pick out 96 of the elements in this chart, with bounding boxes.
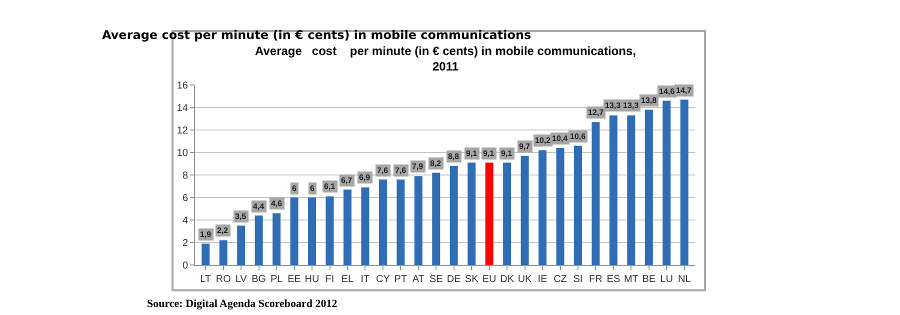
x-tick-label: CY (376, 274, 390, 285)
data-label: 12,7 (588, 108, 604, 117)
bar (538, 150, 547, 265)
bar (237, 226, 246, 265)
x-tick-label: EU (482, 274, 496, 285)
bar (592, 122, 600, 265)
bar (485, 162, 494, 265)
bar (450, 166, 458, 265)
data-label: 6 (310, 184, 315, 193)
data-label: 10,6 (570, 132, 586, 141)
y-tick-label: 6 (182, 193, 188, 204)
source-note: Source: Digital Agenda Scoreboard 2012 (147, 298, 338, 310)
chart-subtitle: Average cost per minute (in € cents) in mobile communications, 2011 (255, 44, 636, 74)
data-label: 10,4 (552, 134, 568, 143)
data-label: 8,8 (448, 152, 460, 161)
x-tick-label: EE (288, 274, 302, 285)
data-label: 3,5 (235, 212, 247, 221)
x-tick-label: PL (270, 274, 284, 285)
bar (361, 187, 370, 265)
x-tick-label: CZ (554, 274, 567, 285)
x-tick-label: BG (252, 274, 266, 285)
x-tick-label: IE (538, 274, 548, 285)
bar (378, 180, 387, 265)
data-label: 7,9 (412, 162, 424, 171)
data-label: 4,6 (271, 199, 283, 208)
data-label: 13,8 (641, 96, 658, 105)
bar (290, 198, 298, 265)
x-tick-label: LT (200, 274, 212, 285)
x-tick-label: DK (500, 274, 514, 285)
data-label: 2,2 (217, 226, 229, 235)
chart-title: Average cost per minute (in € cents) in mobile communications (102, 28, 532, 42)
y-tick-label: 12 (176, 126, 188, 136)
data-label: 10,2 (535, 136, 552, 145)
bar (468, 162, 476, 265)
bar (414, 176, 422, 265)
data-label: 4,4 (253, 202, 265, 211)
bar (662, 100, 671, 265)
data-label: 14,7 (676, 86, 692, 95)
bar (627, 115, 636, 265)
x-tick-label: RO (216, 274, 232, 285)
bar (202, 244, 210, 265)
data-label: 6,1 (324, 182, 336, 191)
data-label: 13,3 (623, 101, 640, 110)
data-label: 7,6 (377, 166, 389, 175)
x-tick-label: SK (464, 274, 479, 285)
y-tick-label: 14 (176, 103, 188, 114)
data-label: 9,1 (501, 149, 513, 158)
bar (219, 240, 228, 265)
x-tick-label: SI (573, 274, 583, 285)
y-tick-label: 4 (182, 216, 188, 226)
data-label: 7,6 (395, 166, 407, 175)
data-label: 6,9 (359, 173, 371, 182)
x-tick-label: ES (606, 274, 620, 285)
x-tick-label: NL (678, 274, 692, 285)
x-tick-label: EL (341, 274, 354, 285)
bar (396, 180, 405, 265)
bar (326, 196, 334, 265)
data-label: 9,7 (519, 142, 531, 151)
bar (308, 198, 316, 265)
data-label: 6 (292, 184, 297, 193)
data-label: 9,1 (466, 149, 478, 158)
y-tick-label: 10 (176, 148, 188, 159)
x-tick-label: SE (429, 274, 444, 285)
data-label: 6,7 (341, 176, 353, 185)
bar (680, 100, 688, 265)
y-tick-label: 8 (182, 170, 188, 182)
bar (556, 148, 564, 265)
bar (343, 190, 352, 265)
bar (272, 213, 281, 265)
x-tick-label: HU (304, 274, 320, 285)
bar (432, 172, 440, 265)
x-tick-label: LU (660, 274, 674, 285)
x-tick-label: AT (412, 274, 424, 285)
bar (644, 110, 653, 265)
data-label: 13,3 (605, 101, 622, 110)
x-tick-label: LV (235, 274, 248, 285)
x-tick-label: IT (360, 274, 370, 285)
bar (503, 162, 512, 265)
y-tick-label: 2 (182, 238, 188, 249)
x-tick-label: FR (589, 274, 602, 285)
bar (609, 115, 618, 265)
y-tick-label: 16 (176, 80, 188, 92)
x-tick-label: PT (394, 274, 408, 285)
bar (520, 156, 529, 265)
data-label: 1,9 (200, 230, 212, 239)
x-tick-label: BE (642, 274, 656, 285)
bar (254, 216, 263, 265)
x-tick-label: DE (446, 274, 462, 285)
data-label: 8,2 (430, 159, 442, 168)
x-tick-label: UK (518, 274, 532, 285)
x-tick-label: FI (325, 274, 334, 285)
bar (574, 146, 582, 265)
x-tick-label: MT (624, 274, 638, 285)
y-tick-label: 0 (182, 260, 188, 272)
data-label: 9,1 (483, 149, 495, 158)
data-label: 14,6 (659, 87, 676, 96)
